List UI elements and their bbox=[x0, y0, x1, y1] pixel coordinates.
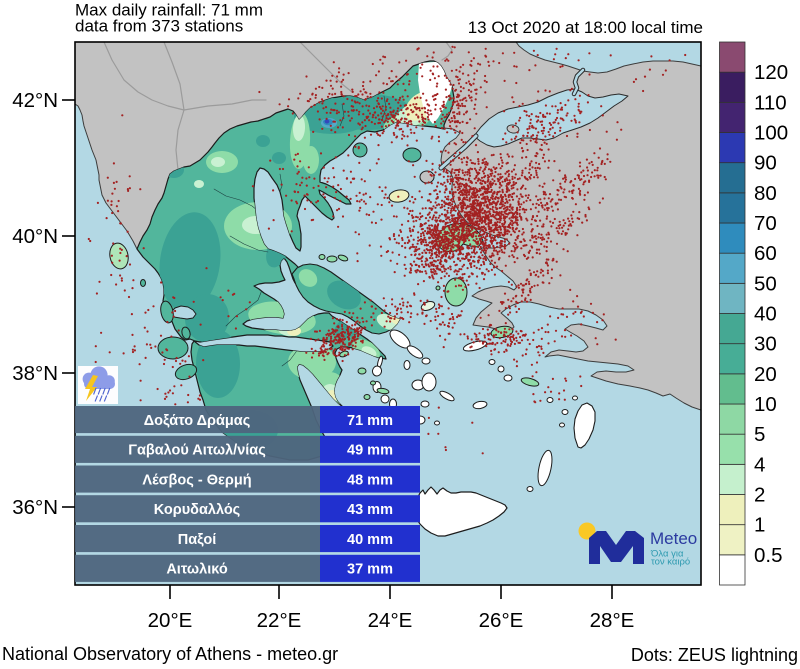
svg-text:2: 2 bbox=[754, 484, 765, 507]
svg-text:Κορυδαλλός: Κορυδαλλός bbox=[154, 502, 240, 518]
svg-text:38°N: 38°N bbox=[12, 362, 58, 385]
svg-text:4: 4 bbox=[754, 453, 765, 476]
svg-text:Όλα για: Όλα για bbox=[650, 549, 684, 560]
svg-text:36°N: 36°N bbox=[12, 496, 58, 519]
svg-text:120: 120 bbox=[754, 61, 788, 84]
svg-text:Γαβαλού Αιτωλ/νίας: Γαβαλού Αιτωλ/νίας bbox=[128, 443, 266, 459]
svg-text:30: 30 bbox=[754, 333, 777, 356]
svg-text:43 mm: 43 mm bbox=[347, 502, 393, 518]
svg-text:Meteo: Meteo bbox=[650, 529, 697, 548]
svg-text:10: 10 bbox=[754, 393, 777, 416]
svg-text:80: 80 bbox=[754, 182, 777, 205]
svg-text:110: 110 bbox=[754, 91, 787, 114]
svg-text:Dots: ZEUS lightning: Dots: ZEUS lightning bbox=[631, 645, 798, 665]
svg-text:Δοξάτο Δράμας: Δοξάτο Δράμας bbox=[144, 413, 251, 429]
svg-text:70: 70 bbox=[754, 212, 777, 235]
svg-text:40: 40 bbox=[754, 303, 777, 326]
svg-text:71 mm: 71 mm bbox=[347, 413, 393, 429]
svg-text:90: 90 bbox=[754, 152, 777, 175]
svg-text:22°E: 22°E bbox=[257, 609, 302, 632]
svg-text:Λέσβος - Θερμή: Λέσβος - Θερμή bbox=[142, 472, 251, 488]
svg-text:40°N: 40°N bbox=[12, 225, 58, 248]
svg-text:24°E: 24°E bbox=[368, 609, 413, 632]
svg-text:100: 100 bbox=[754, 122, 788, 145]
svg-text:48 mm: 48 mm bbox=[347, 472, 393, 488]
svg-text:data from 373 stations: data from 373 stations bbox=[75, 17, 243, 36]
svg-text:0.5: 0.5 bbox=[754, 544, 783, 567]
svg-text:26°E: 26°E bbox=[479, 609, 524, 632]
svg-text:1: 1 bbox=[754, 514, 765, 537]
svg-text:20: 20 bbox=[754, 363, 777, 386]
svg-text:42°N: 42°N bbox=[12, 89, 58, 112]
svg-text:40 mm: 40 mm bbox=[347, 532, 393, 548]
svg-text:5: 5 bbox=[754, 423, 765, 446]
svg-text:60: 60 bbox=[754, 242, 777, 265]
svg-text:37 mm: 37 mm bbox=[347, 562, 393, 578]
svg-text:τον καιρό: τον καιρό bbox=[651, 557, 690, 568]
svg-text:Παξοί: Παξοί bbox=[178, 532, 217, 548]
svg-text:Αιτωλικό: Αιτωλικό bbox=[166, 562, 228, 578]
svg-text:National Observatory of Athens: National Observatory of Athens - meteo.g… bbox=[2, 644, 338, 664]
svg-text:50: 50 bbox=[754, 272, 777, 295]
svg-text:Max daily rainfall: 71 mm: Max daily rainfall: 71 mm bbox=[75, 1, 263, 20]
svg-text:20°E: 20°E bbox=[148, 609, 193, 632]
svg-text:28°E: 28°E bbox=[590, 609, 635, 632]
svg-text:49 mm: 49 mm bbox=[347, 443, 393, 459]
svg-text:13 Oct 2020 at 18:00 local tim: 13 Oct 2020 at 18:00 local time bbox=[468, 18, 703, 37]
